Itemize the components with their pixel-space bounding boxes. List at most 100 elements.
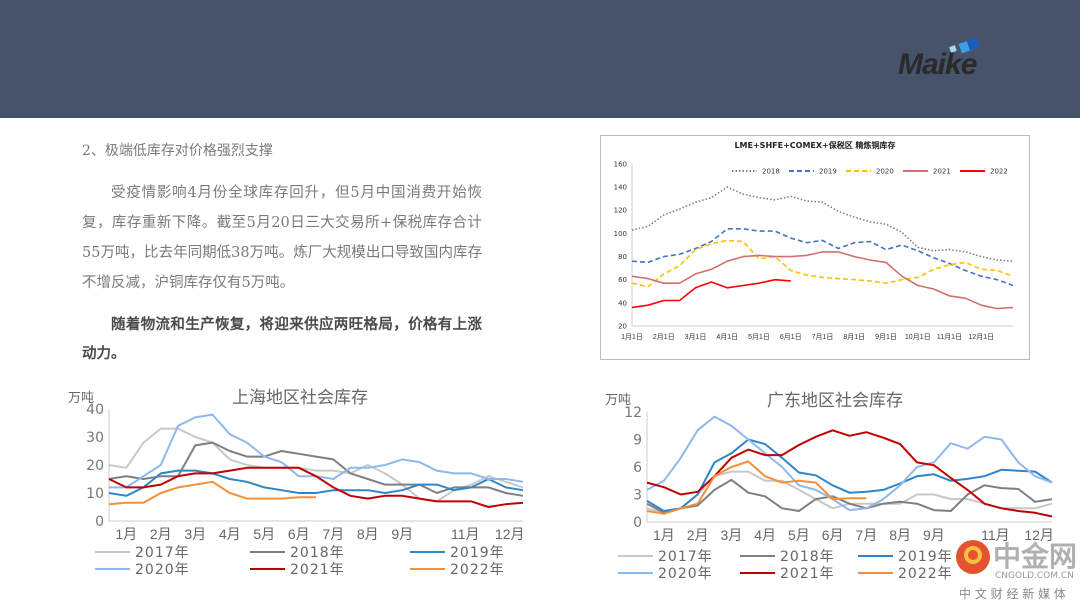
series-line-2022年 — [646, 460, 867, 515]
chart-global-inventory: LME+SHFE+COMEX+保税区 精炼铜库存 20 40 60 80 100 120 14… — [600, 135, 1030, 360]
chart-title: 广东地区社会库存 — [767, 391, 903, 411]
paragraph-conclusion: 随着物流和生产恢复，将迎来供应两旺格局，价格有上涨动力。 — [82, 316, 482, 362]
legend-label: 2017年 — [135, 545, 190, 561]
series-line-2019年 — [108, 469, 524, 497]
x-tick-label: 11月 — [451, 526, 480, 542]
x-tick-label: 11月1日 — [937, 333, 962, 341]
legend-label: 2017年 — [658, 549, 713, 565]
x-tick-label: 2月 — [150, 526, 172, 542]
x-tick-label: 8月1日 — [843, 333, 865, 341]
paragraph-inventory: 受疫情影响4月份全球库存回升，但5月中国消费开始恢复，库存重新下降。截至5月20… — [82, 185, 482, 291]
section-heading: 2、极端低库存对价格强烈支撑 — [82, 143, 273, 159]
x-tick-label: 6月 — [822, 527, 844, 543]
x-tick-label: 8月 — [357, 526, 379, 542]
y-tick-label: 6 — [633, 460, 642, 476]
y-tick-label: 80 — [618, 253, 627, 261]
y-tick-label: 10 — [86, 486, 104, 502]
x-tick-label: 3月1日 — [685, 333, 707, 341]
legend-label: 2020年 — [658, 566, 713, 582]
maike-logo: Maike — [898, 37, 1023, 84]
y-tick-label: 40 — [618, 299, 627, 307]
logo-squares-icon — [949, 37, 980, 54]
x-tick-label: 9月 — [923, 527, 945, 543]
x-tick-label: 12月 — [1024, 527, 1054, 543]
y-tick-label: 30 — [86, 430, 104, 446]
y-tick-label: 0 — [633, 515, 642, 531]
legend-label: 2018年 — [780, 549, 835, 565]
chart-shanghai-inventory: 上海地区社会库存 万吨 0 10 20 30 40 1月 2月 3月 4月 5月 6月 7月 8月 9月 11月… — [68, 388, 525, 578]
x-tick-label: 5月1日 — [748, 333, 770, 341]
chart-border — [600, 135, 1030, 360]
legend-label: 2021年 — [290, 562, 345, 578]
legend-label: 2019 — [819, 168, 837, 176]
series-line-2019 — [631, 228, 1014, 287]
y-tick-label: 140 — [614, 184, 627, 192]
legend-label: 2022年 — [450, 562, 505, 578]
y-tick-label: 60 — [618, 276, 627, 284]
y-axis-unit: 万吨 — [68, 391, 94, 406]
x-tick-label: 4月1日 — [716, 333, 738, 341]
y-tick-label: 20 — [86, 458, 104, 474]
y-tick-label: 100 — [614, 230, 627, 238]
legend-label: 2018年 — [290, 545, 345, 561]
y-tick-label: 40 — [86, 402, 104, 418]
legend-label: 2022年 — [898, 566, 953, 582]
series-line-2018 — [631, 186, 1014, 262]
watermark-domain: CNGOLD.COM.CN — [995, 571, 1074, 581]
series-line-2019年 — [646, 438, 1053, 512]
y-tick-label: 160 — [614, 160, 627, 168]
series-line-2020年 — [646, 415, 1053, 512]
x-tick-label: 6月1日 — [780, 333, 802, 341]
x-tick-label: 6月 — [288, 526, 310, 542]
y-tick-label: 3 — [633, 487, 642, 503]
x-tick-label: 9月 — [391, 526, 413, 542]
y-tick-label: 9 — [633, 432, 642, 448]
legend-label: 2021 — [933, 168, 951, 176]
legend-label: 2020年 — [135, 562, 190, 578]
x-tick-label: 7月 — [855, 527, 877, 543]
series-line-2020 — [631, 239, 1014, 288]
x-tick-label: 4月 — [219, 526, 241, 542]
x-tick-label: 2月1日 — [653, 333, 675, 341]
logo-text: Maike — [898, 48, 977, 81]
header-bar: Maike — [0, 0, 1080, 118]
y-tick-label: 12 — [624, 405, 642, 421]
y-tick-label: 0 — [95, 514, 104, 530]
legend-label: 2020 — [876, 168, 894, 176]
y-tick-label: 20 — [618, 322, 627, 330]
watermark-slogan: 中 文 财 经 新 媒 体 — [959, 587, 1066, 601]
x-tick-label: 5月 — [788, 527, 810, 543]
series-line-2018年 — [108, 441, 524, 497]
y-axis-unit: 万吨 — [605, 393, 631, 408]
cngold-watermark: 中金网 CNGOLD.COM.CN 中 文 财 经 新 媒 体 — [955, 535, 1080, 607]
legend-label: 2018 — [762, 168, 780, 176]
series-line-2021年 — [108, 466, 524, 508]
x-tick-label: 8月 — [889, 527, 911, 543]
x-tick-label: 11月 — [981, 527, 1010, 543]
x-tick-label: 1月 — [653, 527, 675, 543]
series-line-2022 — [631, 278, 791, 309]
legend-label: 2019年 — [898, 549, 953, 565]
x-tick-label: 4月 — [754, 527, 776, 543]
x-tick-label: 10月1日 — [905, 333, 931, 341]
legend-label: 2021年 — [780, 566, 835, 582]
x-tick-label: 5月 — [253, 526, 275, 542]
legend-label: 2022 — [990, 168, 1008, 176]
x-tick-label: 12月1日 — [968, 333, 994, 341]
x-tick-label: 2月 — [687, 527, 709, 543]
x-tick-label: 1月1日 — [621, 333, 643, 341]
series-line-2018年 — [646, 478, 1053, 514]
chart-title: 上海地区社会库存 — [232, 388, 368, 408]
x-tick-label: 3月 — [720, 527, 742, 543]
y-tick-label: 120 — [614, 207, 627, 215]
x-tick-label: 7月1日 — [812, 333, 834, 341]
series-line-2021 — [631, 251, 1014, 310]
legend-label: 2019年 — [450, 545, 505, 561]
x-tick-label: 1月 — [115, 526, 137, 542]
x-tick-label: 3月 — [184, 526, 206, 542]
x-tick-label: 12月 — [495, 526, 525, 542]
series-line-2022年 — [108, 480, 316, 506]
chart-guangdong-inventory: 广东地区社会库存 万吨 0 3 6 9 12 1月 2月 3月 4月 5月 6月 7月 8月 9月 11月 12月… — [605, 391, 1054, 582]
x-tick-label: 9月1日 — [875, 333, 897, 341]
article-text: 2、极端低库存对价格强烈支撑 受疫情影响4月份全球库存回升，但5月中国消费开始恢… — [82, 140, 482, 380]
